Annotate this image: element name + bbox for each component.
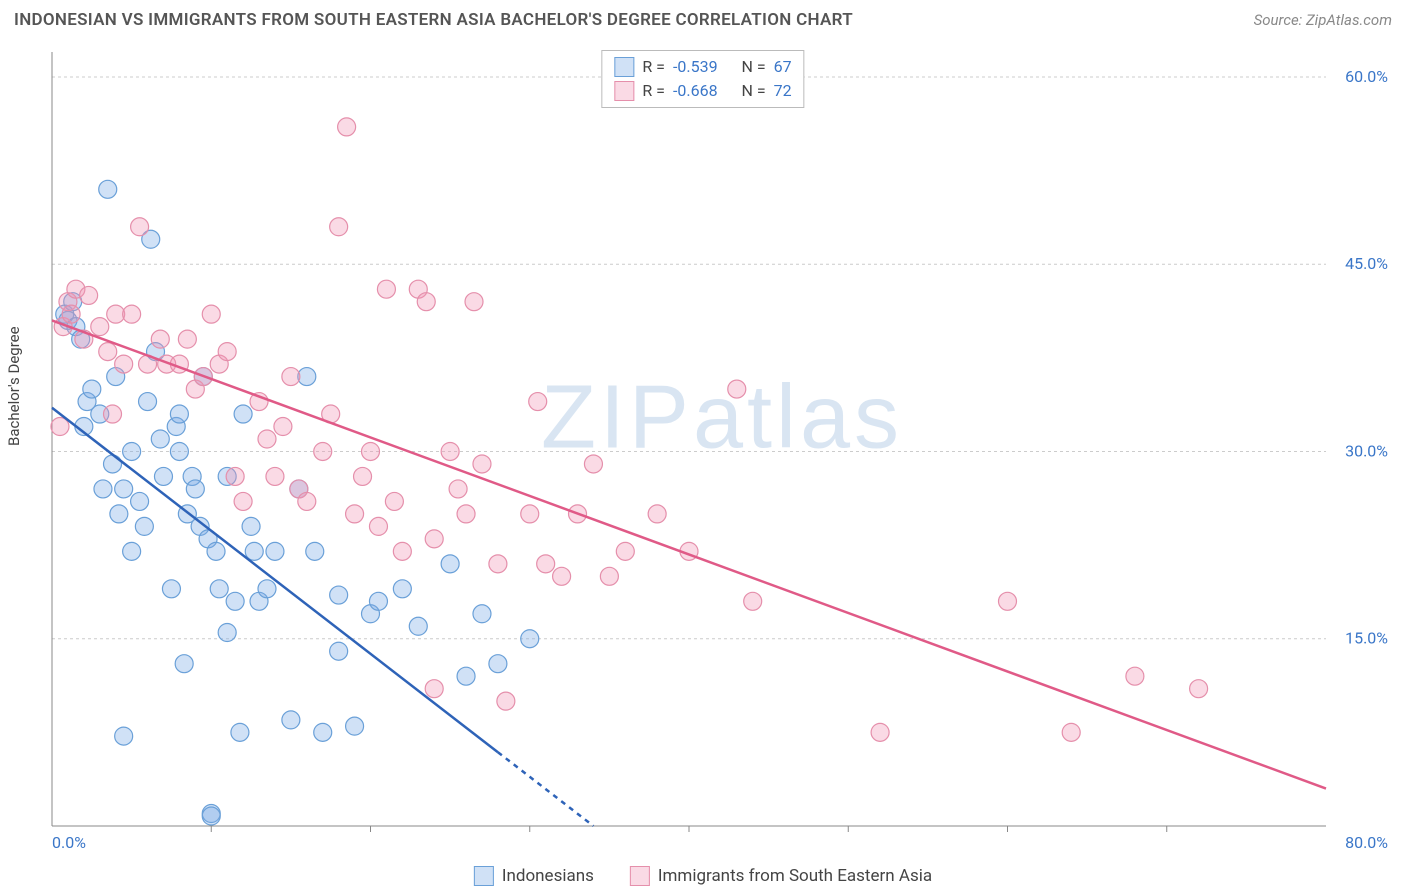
source-label: Source: ZipAtlas.com: [1254, 11, 1392, 29]
svg-text:45.0%: 45.0%: [1345, 254, 1388, 273]
y-axis-label: Bachelor's Degree: [5, 326, 23, 446]
stat-n-label: N =: [742, 55, 766, 79]
legend-label: Immigrants from South Eastern Asia: [658, 866, 932, 886]
plot-area: ZIPatlas 15.0%30.0%45.0%60.0%0.0%80.0%: [48, 48, 1396, 852]
legend-item-1: Immigrants from South Eastern Asia: [630, 866, 932, 886]
swatch-icon: [614, 81, 634, 101]
svg-text:30.0%: 30.0%: [1345, 441, 1388, 460]
stat-r-label: R =: [642, 55, 665, 79]
stats-legend-box: R = -0.539 N = 67 R = -0.668 N = 72: [601, 50, 804, 108]
stats-row-series-1: R = -0.668 N = 72: [614, 79, 791, 103]
stat-n-label: N =: [742, 79, 766, 103]
stats-row-series-0: R = -0.539 N = 67: [614, 55, 791, 79]
legend-item-0: Indonesians: [474, 866, 594, 886]
swatch-icon: [614, 57, 634, 77]
stat-r-value: -0.668: [673, 79, 718, 103]
stat-r-label: R =: [642, 79, 665, 103]
bottom-legend: Indonesians Immigrants from South Easter…: [474, 866, 932, 886]
swatch-icon: [474, 866, 494, 886]
svg-text:60.0%: 60.0%: [1345, 67, 1388, 86]
svg-text:15.0%: 15.0%: [1345, 629, 1388, 648]
chart-title: INDONESIAN VS IMMIGRANTS FROM SOUTH EAST…: [14, 10, 853, 30]
svg-text:80.0%: 80.0%: [1345, 833, 1388, 852]
stat-r-value: -0.539: [673, 55, 718, 79]
scatter-plot: 15.0% 30.0% 45.0% 60.0% 0.0% 80.0%: [48, 48, 1396, 852]
stat-n-value: 67: [774, 55, 792, 79]
stat-n-value: 72: [774, 79, 792, 103]
swatch-icon: [630, 866, 650, 886]
svg-text:0.0%: 0.0%: [52, 833, 86, 852]
legend-label: Indonesians: [502, 866, 594, 886]
